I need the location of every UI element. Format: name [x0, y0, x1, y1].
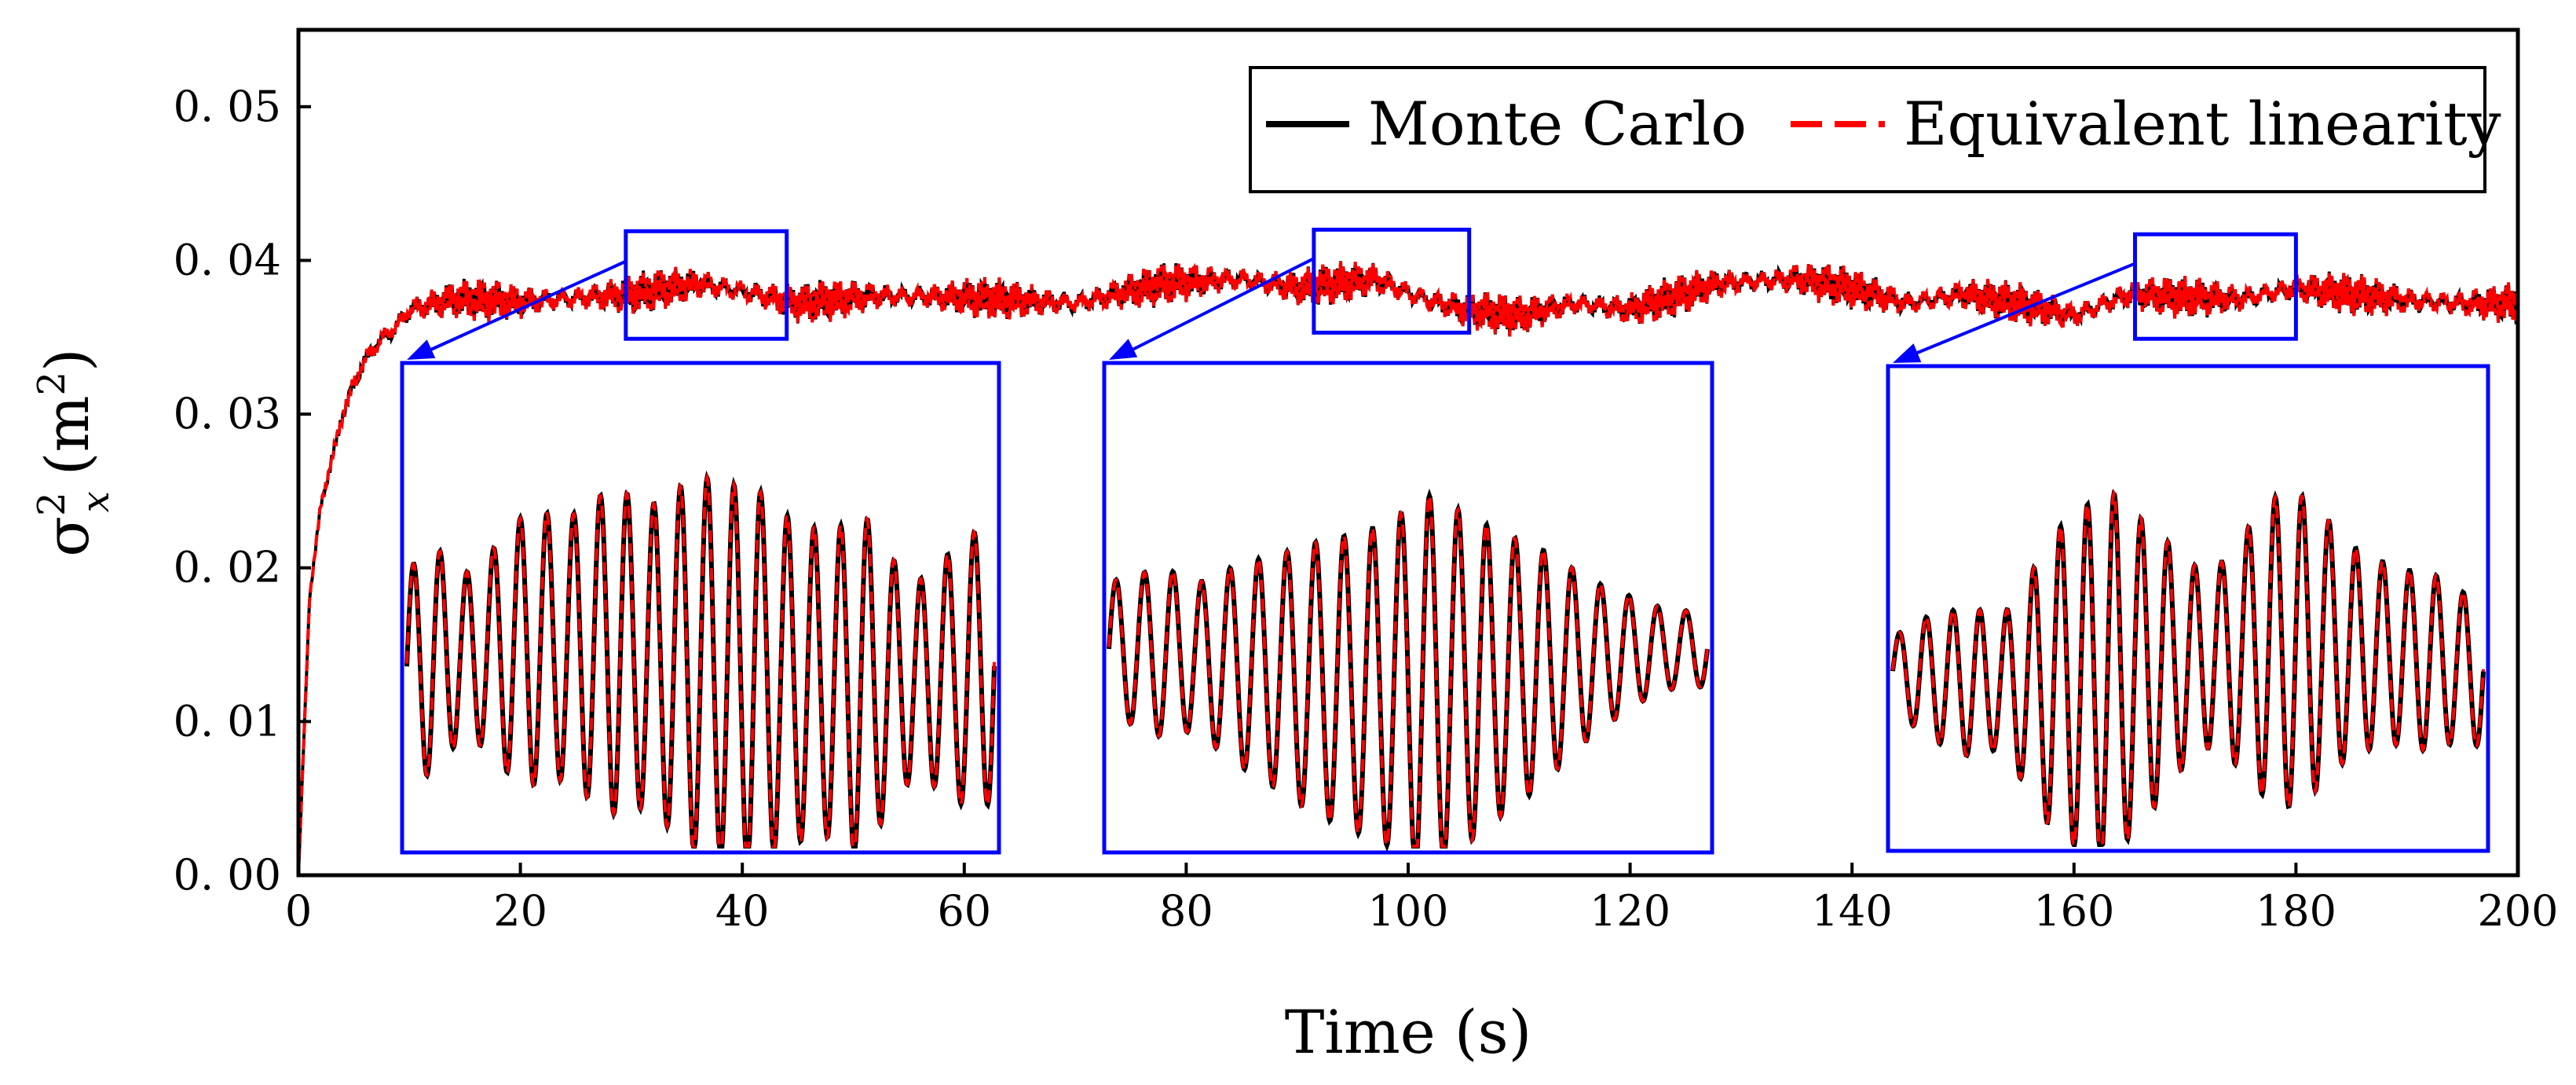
legend-label-monte-carlo: Monte Carlo — [1368, 89, 1747, 159]
inset-2 — [1102, 361, 1714, 855]
y-axis-symbol: σ — [32, 516, 102, 557]
zoom-source-box — [1312, 227, 1472, 335]
y-axis-unit-open: (m — [32, 395, 102, 475]
y-tick-label: 0. 01 — [174, 696, 281, 746]
axis-layer: 0 20 40 60 80 100 120 140 160 180 200 0. 00 0. 01 0. … — [174, 82, 2559, 936]
zoom-arrow — [1127, 257, 1315, 354]
y-tick-label: 0. 05 — [174, 82, 281, 131]
x-tick-label: 200 — [2477, 886, 2558, 936]
x-tick-label: 160 — [2033, 886, 2114, 936]
legend-box — [1249, 66, 2486, 193]
y-axis-symbol-sub: x — [74, 491, 118, 512]
x-tick-label: 20 — [493, 886, 547, 936]
y-axis-unit-close: ) — [32, 348, 102, 372]
zoom-source-box — [2133, 232, 2298, 341]
inset-layer — [400, 361, 2490, 855]
x-axis-title: Time (s) — [1285, 997, 1532, 1067]
zoom-arrow — [425, 259, 627, 354]
legend-label-equivalent-linearity: Equivalent linearity — [1904, 89, 2501, 159]
zoom-arrowhead — [1893, 343, 1922, 363]
x-tick-label: 100 — [1367, 886, 1448, 936]
inset-1 — [400, 361, 1001, 855]
zoom-source-box — [624, 229, 789, 341]
y-tick-label: 0. 02 — [174, 543, 281, 592]
series-equivalent-linearity — [297, 261, 2519, 876]
x-tick-label: 180 — [2256, 886, 2336, 936]
x-tick-label: 80 — [1159, 886, 1213, 936]
y-tick-label: 0. 04 — [174, 235, 281, 284]
x-tick-label: 140 — [1812, 886, 1893, 936]
zoom-arrowhead — [407, 339, 436, 360]
zoom-arrow — [1911, 262, 2136, 357]
inset-series-equivalent-linearity — [405, 471, 996, 848]
inset-series-equivalent-linearity — [1891, 489, 2485, 847]
zoom-arrowhead — [1109, 339, 1138, 360]
x-tick-label: 60 — [937, 886, 991, 936]
y-axis-symbol-sup: 2 — [30, 492, 74, 516]
y-axis-unit-sup: 2 — [30, 372, 74, 396]
y-tick-label: 0. 00 — [174, 850, 281, 900]
zoom-layer — [407, 227, 2298, 363]
x-tick-label: 0 — [285, 886, 312, 936]
legend: Monte Carlo Equivalent linearity — [1249, 66, 2501, 193]
y-tick-label: 0. 03 — [174, 389, 281, 438]
inset-3 — [1886, 364, 2490, 853]
y-axis-title: σ2x(m2) — [30, 348, 118, 556]
x-tick-label: 120 — [1590, 886, 1670, 936]
inset-frame — [1886, 364, 2490, 853]
series-layer — [297, 261, 2519, 876]
x-tick-label: 40 — [715, 886, 770, 936]
